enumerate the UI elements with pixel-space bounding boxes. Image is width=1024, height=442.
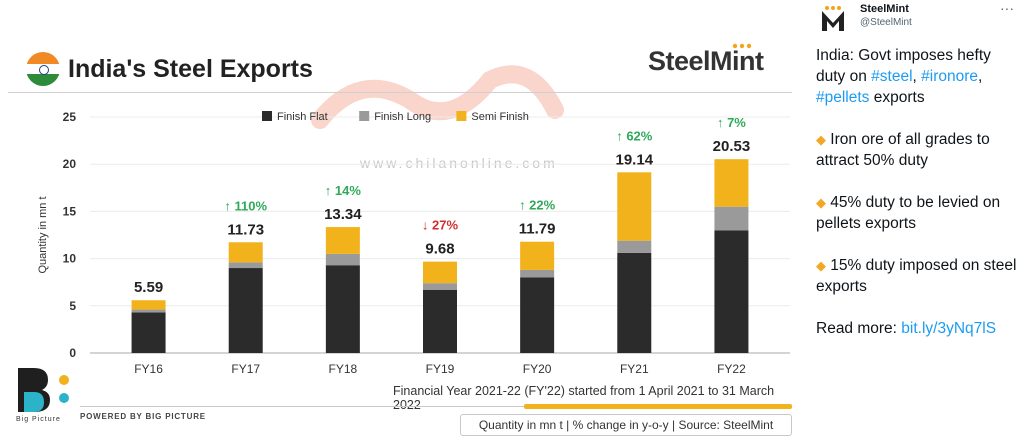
hashtag-ironore-link[interactable]: #ironore: [921, 68, 979, 85]
x-tick-label: FY18: [329, 362, 358, 376]
yoy-change-label: ↑ 110%: [224, 198, 267, 213]
yoy-change-label: ↑ 22%: [519, 198, 556, 213]
powered-by-label: POWERED BY BIG PICTURE: [80, 412, 206, 421]
yoy-change-label: ↓ 27%: [422, 218, 459, 233]
watermark-url: www.chilanonline.com: [360, 155, 558, 171]
orange-diamond-icon: ◆: [816, 132, 826, 147]
read-more-link[interactable]: bit.ly/3yNq7lS: [901, 320, 997, 337]
x-tick-label: FY17: [231, 362, 260, 376]
bar-segment: [617, 172, 652, 241]
stacked-bar-chart: Quantity in mn t 0 5 10 15 20 25 Finish Flat Fin…: [37, 110, 790, 376]
y-tick-label: 25: [63, 110, 77, 124]
x-tick-label: FY20: [523, 362, 552, 376]
bar-segment: [520, 269, 555, 278]
steel-exports-infographic: India's Steel Exports www.chilanonline.c…: [8, 43, 792, 436]
chart-title: India's Steel Exports: [68, 55, 313, 83]
bar-segment: [714, 230, 749, 353]
bar-segment: [423, 283, 457, 290]
bar-segment: [325, 253, 360, 266]
footer-accent-bar: [524, 404, 792, 409]
title-divider: [8, 92, 792, 93]
bar-segment: [714, 206, 749, 231]
y-tick-label: 0: [69, 346, 76, 360]
tweet-panel: SteelMint @SteelMint ··· India: Govt imp…: [800, 0, 1024, 442]
watermark-logo: [311, 65, 564, 129]
x-tick-label: FY16: [134, 362, 163, 376]
bar-segment: [520, 277, 555, 353]
big-picture-label: Big Picture: [16, 416, 61, 423]
hashtag-pellets-link[interactable]: #pellets: [816, 89, 870, 106]
y-tick-label: 15: [63, 204, 77, 218]
yoy-change-label: ↑ 62%: [616, 128, 653, 143]
legend-swatch: [456, 111, 467, 121]
legend-label: Semi Finish: [471, 111, 528, 123]
tweet-bullet-2: ◆ 45% duty to be levied on pellets expor…: [816, 194, 1001, 232]
tweet-text: India: Govt imposes hefty duty on #steel…: [816, 45, 1022, 360]
avatar[interactable]: [816, 3, 850, 37]
bar-segment: [617, 252, 652, 353]
y-tick-label: 10: [63, 252, 77, 266]
hashtag-steel-link[interactable]: #steel: [871, 68, 913, 85]
bar-total-label: 11.73: [227, 221, 264, 238]
bar-total-label: 5.59: [134, 279, 163, 296]
x-tick-label: FY21: [620, 362, 649, 376]
yoy-change-label: ↑ 7%: [717, 115, 746, 130]
x-tick-label: FY22: [717, 362, 746, 376]
orange-diamond-icon: ◆: [816, 258, 826, 273]
bar-segment: [520, 241, 555, 270]
y-tick-label: 5: [69, 299, 76, 313]
yoy-change-label: ↑ 14%: [325, 183, 362, 198]
bar-total-label: 9.68: [425, 241, 454, 258]
x-tick-label: FY19: [426, 362, 455, 376]
author-handle[interactable]: @SteelMint: [860, 17, 912, 28]
big-picture-logo: [18, 368, 69, 412]
bar-segment: [131, 309, 166, 313]
legend-label: Finish Flat: [277, 111, 328, 123]
footer-note: Quantity in mn t | % change in y-o-y | S…: [460, 414, 792, 436]
bar-segment: [325, 265, 360, 353]
fiscal-year-caption: Financial Year 2021-22 (FY'22) started f…: [393, 384, 775, 412]
orange-diamond-icon: ◆: [816, 195, 826, 210]
more-options-button[interactable]: ···: [1000, 0, 1014, 16]
author-name[interactable]: SteelMint: [860, 3, 909, 15]
tweet-bullet-1: ◆ Iron ore of all grades to attract 50% …: [816, 131, 990, 169]
bar-segment: [714, 159, 749, 207]
tweet-bullet-3: ◆ 15% duty imposed on steel exports: [816, 257, 1017, 295]
steelmint-logo: SteelMint: [648, 46, 764, 76]
footer-divider: [80, 406, 524, 407]
tweet-read-more: Read more: bit.ly/3yNq7lS: [816, 320, 997, 337]
legend-swatch: [359, 111, 370, 121]
bar-total-label: 13.34: [324, 206, 362, 223]
bar-total-label: 11.79: [519, 221, 556, 238]
bar-segment: [131, 312, 166, 353]
y-axis-label: Quantity in mn t: [37, 196, 49, 273]
legend-swatch: [262, 111, 272, 121]
bar-segment: [325, 227, 360, 254]
bar-segment: [423, 289, 457, 353]
y-tick-label: 20: [63, 157, 77, 171]
tweet-intro: India: Govt imposes hefty duty on #steel…: [816, 47, 991, 106]
bar-total-label: 19.14: [616, 151, 654, 168]
bar-segment: [228, 268, 263, 353]
bar-segment: [131, 300, 166, 310]
bar-segment: [228, 242, 263, 263]
bar-segment: [228, 262, 263, 269]
legend-label: Finish Long: [374, 111, 431, 123]
bar-segment: [617, 240, 652, 253]
bar-segment: [423, 261, 457, 284]
logo-dots-icon: [732, 43, 752, 49]
india-flag-icon: [26, 52, 60, 86]
bar-total-label: 20.53: [713, 138, 751, 155]
